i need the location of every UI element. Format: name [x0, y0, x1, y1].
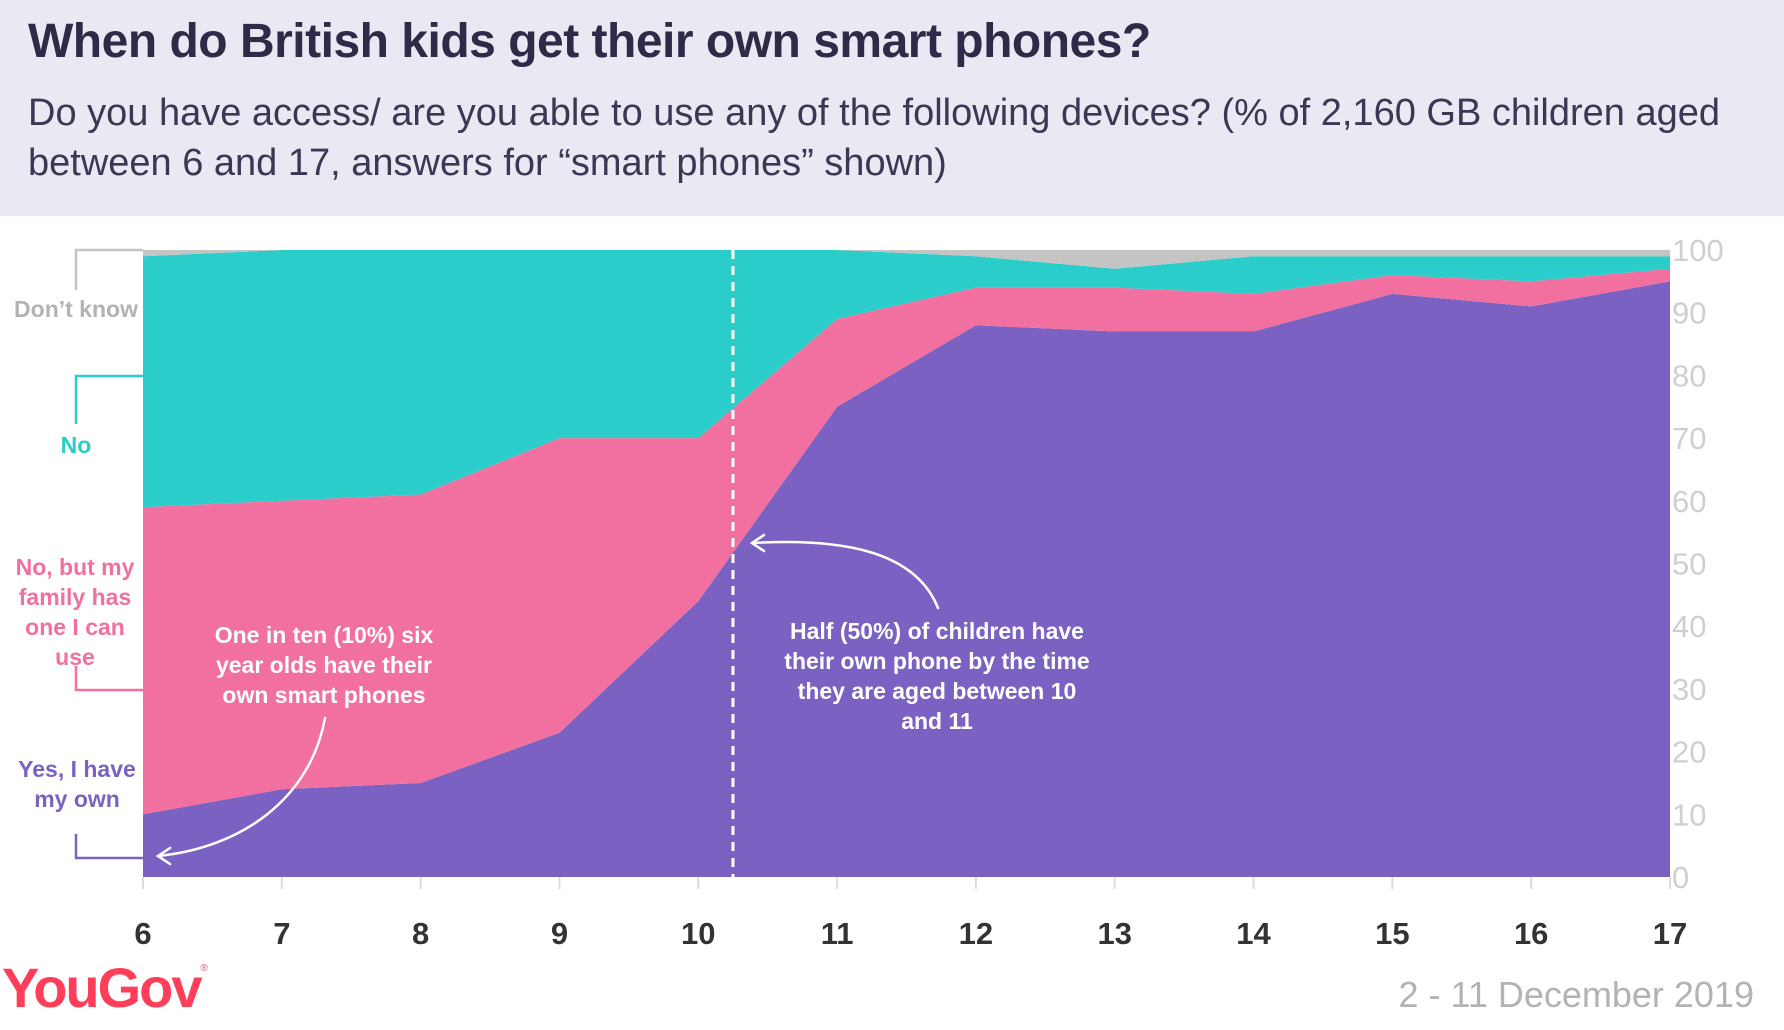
arrow-half-head [749, 533, 766, 553]
x-tick-label-7: 7 [273, 916, 290, 951]
area-no-but-my-family-has-one-i-can-use [143, 268, 1670, 815]
legend-brackets [74, 248, 143, 860]
bracket-own [74, 834, 143, 860]
legend-no-but-family: No, but my family has one I can use [15, 554, 135, 670]
legend-no: No [60, 432, 92, 458]
header: When do British kids get their own smart… [0, 0, 1784, 216]
x-tick-label-10: 10 [681, 916, 715, 951]
stacked-area-chart: 6 7 8 9 10 11 12 13 14 15 16 17 0 10 20 30 40 50 60 70 80 90… [74, 233, 1724, 951]
yougov-logo: YouGov® [2, 955, 209, 1020]
y-tick-label-30: 30 [1672, 672, 1706, 707]
y-tick-label-40: 40 [1672, 609, 1706, 644]
annotation-half: Half (50%) of children have their own ph… [784, 618, 1090, 734]
logo-text: YouGov [2, 956, 203, 1019]
registered-mark: ® [200, 963, 209, 974]
survey-date: 2 - 11 December 2019 [1398, 974, 1754, 1015]
area-no [143, 250, 1670, 508]
bracket-family [74, 666, 143, 692]
legend-yes-own: Yes, I have my own [18, 756, 136, 812]
arrow-ten-percent-head [155, 846, 172, 866]
y-tick-label-70: 70 [1672, 421, 1706, 456]
y-tick-label-50: 50 [1672, 547, 1706, 582]
x-tick-label-6: 6 [134, 916, 151, 951]
bracket-dont-know [74, 248, 143, 290]
area-layers [143, 250, 1670, 878]
x-tick-label-9: 9 [551, 916, 568, 951]
x-tick-label-11: 11 [821, 916, 854, 951]
y-tick-label-20: 20 [1672, 735, 1706, 770]
x-tick-label-14: 14 [1236, 916, 1271, 951]
y-axis: 0 10 20 30 40 50 60 70 80 90 100 [1672, 233, 1724, 895]
x-tick-label-15: 15 [1375, 916, 1409, 951]
y-tick-label-10: 10 [1672, 797, 1706, 832]
arrow-half-curve [750, 540, 940, 610]
y-tick-label-0: 0 [1672, 860, 1689, 895]
y-tick-label-100: 100 [1672, 233, 1724, 268]
y-tick-label-80: 80 [1672, 358, 1706, 393]
area-don-t-know [143, 250, 1670, 269]
x-tick-label-12: 12 [959, 916, 993, 951]
chart-title: When do British kids get their own smart… [28, 15, 1151, 68]
x-tick-label-17: 17 [1653, 916, 1687, 951]
area-yes-i-have-my-own [143, 281, 1670, 878]
chart-subtitle: Do you have access/ are you able to use … [28, 92, 1721, 184]
y-tick-label-60: 60 [1672, 484, 1706, 519]
bracket-no [74, 374, 143, 424]
x-tick-label-13: 13 [1097, 916, 1131, 951]
y-tick-label-90: 90 [1672, 296, 1706, 331]
legend-dont-know: Don’t know [14, 296, 138, 322]
annotation-arrows [155, 533, 940, 866]
x-axis: 6 7 8 9 10 11 12 13 14 15 16 17 [134, 877, 1687, 951]
x-tick-label-16: 16 [1514, 916, 1548, 951]
x-tick-label-8: 8 [412, 916, 429, 951]
annotation-ten-percent: One in ten (10%) six year olds have thei… [214, 622, 434, 708]
arrow-ten-percent-curve [156, 716, 327, 858]
